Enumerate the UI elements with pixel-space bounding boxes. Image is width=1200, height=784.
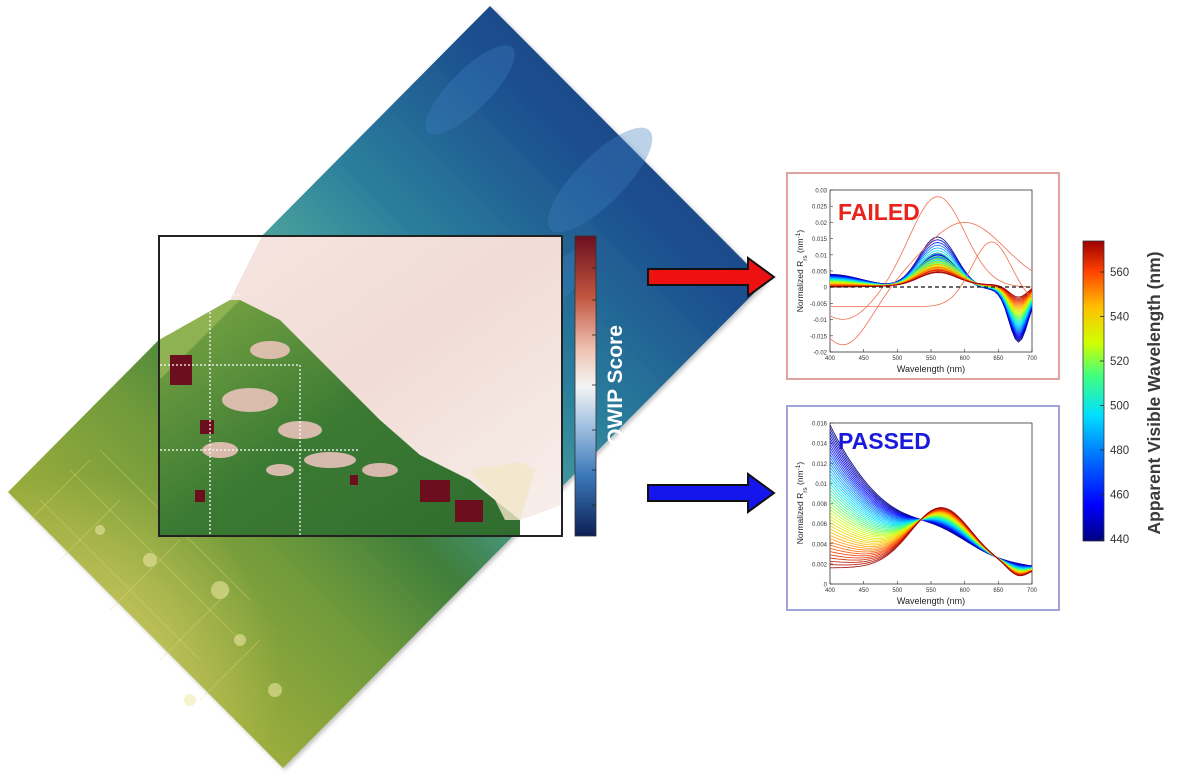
- x-tick-label: 500: [892, 588, 903, 594]
- qwip-colorbar: QWIP Score: [574, 235, 627, 537]
- y-tick-label: -0.015: [810, 334, 828, 340]
- failed-y-label-close: ): [795, 230, 805, 233]
- failed-y-label-text: Normalized R: [795, 261, 805, 313]
- failed-x-ticks: 400 450 500 550 600 650 700: [825, 349, 1038, 362]
- y-tick-label: 0.01: [815, 253, 827, 259]
- wavelength-colorbar-ticks: 560 540 520 500 480 460 440: [1100, 267, 1129, 546]
- failed-y-ticks: 0.03 0.025 0.02 0.015 0.01 0.005 0 -0.005 -0.01 -…: [810, 189, 833, 357]
- arrow-right-icon: [647, 256, 776, 298]
- failed-outlier-line: [830, 221, 1032, 346]
- y-tick-label: 0: [824, 583, 828, 589]
- passed-y-axis-label: Normalized Rrs (nm-1): [795, 462, 809, 545]
- failed-outlier-line: [830, 196, 1032, 320]
- qwip-grid-lines: [160, 280, 360, 535]
- x-tick-label: 550: [926, 356, 937, 362]
- passed-arrow: [647, 472, 776, 514]
- y-tick-label: 0.005: [812, 270, 828, 276]
- qwip-land-region: [159, 300, 520, 536]
- x-tick-label: 500: [892, 356, 903, 362]
- failed-y-axis-label: Normalized Rrs (nm-1): [795, 230, 809, 313]
- qwip-colorbar-gradient: [574, 235, 597, 537]
- passed-y-label-sup: -1: [795, 464, 802, 470]
- wavelength-tick-label: 460: [1110, 490, 1129, 502]
- passed-spectra-curves: [830, 424, 1032, 577]
- qwip-colorbar-label: QWIP Score: [604, 325, 627, 445]
- y-tick-label: 0.016: [812, 422, 828, 428]
- wavelength-tick-label: 440: [1110, 534, 1129, 546]
- passed-y-label-sub: rs: [802, 487, 809, 493]
- wavelength-tick-label: 520: [1110, 356, 1129, 368]
- x-tick-label: 700: [1027, 588, 1038, 594]
- qwip-map-frame: [158, 235, 563, 537]
- y-tick-label: 0.025: [812, 205, 828, 211]
- x-tick-label: 600: [960, 356, 971, 362]
- arrow-right-icon: [647, 472, 776, 514]
- passed-spectrum-line: [830, 507, 1032, 577]
- wavelength-colorbar-label: Apparent Visible Wavelength (nm): [1144, 252, 1164, 535]
- y-tick-label: 0: [824, 286, 828, 292]
- qwip-colorbar-ticks: [592, 267, 596, 506]
- y-tick-label: 0.015: [812, 237, 828, 243]
- wavelength-tick-label: 480: [1110, 445, 1129, 457]
- wavelength-tick-label: 540: [1110, 312, 1129, 324]
- passed-y-label-text: Normalized R: [795, 493, 805, 545]
- passed-y-label-close: ): [795, 462, 805, 465]
- x-tick-label: 400: [825, 588, 836, 594]
- y-tick-label: -0.02: [813, 351, 827, 357]
- qwip-high-score-patches: [170, 355, 483, 522]
- qwip-score-map: [158, 235, 563, 537]
- y-tick-label: 0.012: [812, 462, 828, 468]
- failed-y-label-sub: rs: [802, 255, 809, 261]
- wavelength-tick-label: 560: [1110, 267, 1129, 279]
- x-tick-label: 650: [993, 356, 1004, 362]
- y-tick-label: 0.006: [812, 522, 828, 528]
- y-tick-label: 0.01: [815, 482, 827, 488]
- y-tick-label: 0.004: [812, 542, 828, 548]
- x-tick-label: 450: [859, 356, 870, 362]
- urban-spots: [95, 525, 282, 706]
- passed-y-label-unit: (nm: [795, 470, 805, 487]
- failed-spectra-panel: 0.03 0.025 0.02 0.015 0.01 0.005 0 -0.005 -0.01 -…: [786, 172, 1060, 380]
- passed-x-ticks: 400 450 500 550 600 650 700: [825, 581, 1038, 594]
- wavelength-tick-label: 500: [1110, 401, 1129, 413]
- y-tick-label: 0.008: [812, 502, 828, 508]
- qwip-inland-water: [202, 341, 398, 477]
- qwip-coastal-band: [470, 462, 535, 520]
- passed-x-axis-label: Wavelength (nm): [897, 596, 965, 606]
- x-tick-label: 600: [960, 588, 971, 594]
- y-tick-label: 0.002: [812, 562, 828, 568]
- wavelength-colorbar-gradient: [1082, 240, 1105, 542]
- passed-spectra-panel: 0.016 0.014 0.012 0.01 0.008 0.006 0.004 0.002 0…: [786, 405, 1060, 611]
- x-tick-label: 450: [859, 588, 870, 594]
- y-tick-label: 0.03: [815, 189, 827, 195]
- x-tick-label: 550: [926, 588, 937, 594]
- failed-arrow: [647, 256, 776, 298]
- y-tick-label: -0.005: [810, 302, 828, 308]
- failed-outlier-line: [830, 241, 1032, 307]
- qwip-water-region: [159, 236, 562, 520]
- y-tick-label: -0.01: [813, 318, 827, 324]
- y-tick-label: 0.014: [812, 442, 828, 448]
- wavelength-colorbar: 560 540 520 500 480 460 440 Apparent Visible W…: [1082, 240, 1164, 546]
- failed-spectrum-line: [830, 272, 1032, 298]
- land-area: [8, 420, 330, 768]
- failed-spectra-curves: [830, 196, 1032, 346]
- passed-label: PASSED: [838, 428, 931, 454]
- x-tick-label: 700: [1027, 356, 1038, 362]
- failed-label: FAILED: [838, 199, 920, 225]
- failed-x-axis-label: Wavelength (nm): [897, 364, 965, 374]
- x-tick-label: 650: [993, 588, 1004, 594]
- failed-y-label-sup: -1: [795, 232, 802, 238]
- failed-y-label-unit: (nm: [795, 238, 805, 255]
- y-tick-label: 0.02: [815, 221, 827, 227]
- x-tick-label: 400: [825, 356, 836, 362]
